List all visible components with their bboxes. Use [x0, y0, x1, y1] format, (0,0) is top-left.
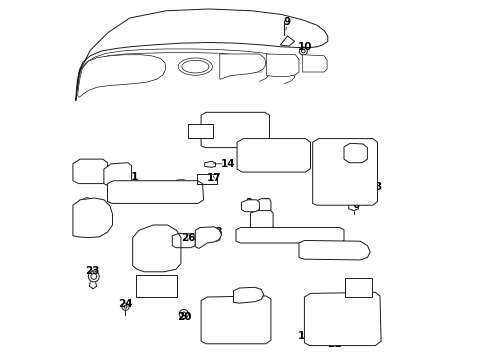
Text: 7: 7	[361, 193, 368, 203]
Text: 22: 22	[357, 285, 372, 295]
Text: 28: 28	[208, 227, 223, 237]
Text: 18: 18	[148, 285, 163, 295]
Text: 31: 31	[124, 172, 139, 182]
Polygon shape	[242, 200, 259, 212]
Text: 33: 33	[87, 219, 102, 229]
Bar	[320, 193, 329, 200]
Polygon shape	[304, 292, 381, 346]
Text: 12: 12	[231, 131, 245, 141]
Text: 4: 4	[261, 215, 269, 225]
Bar	[345, 278, 372, 297]
Polygon shape	[133, 225, 181, 272]
Text: 20: 20	[177, 312, 192, 322]
Polygon shape	[344, 143, 368, 163]
Text: 19: 19	[298, 330, 313, 341]
Text: 27: 27	[219, 320, 234, 330]
Polygon shape	[201, 112, 270, 148]
Text: 32: 32	[164, 190, 178, 200]
Bar	[292, 161, 303, 168]
Text: 13: 13	[261, 225, 276, 235]
Polygon shape	[73, 159, 107, 184]
Text: 26: 26	[181, 233, 196, 243]
Polygon shape	[233, 287, 264, 303]
Text: 15: 15	[327, 230, 342, 240]
Polygon shape	[107, 181, 204, 203]
Text: 16: 16	[207, 125, 222, 135]
Polygon shape	[236, 228, 344, 243]
Text: 24: 24	[118, 299, 133, 309]
Polygon shape	[107, 171, 118, 177]
Text: 5: 5	[262, 198, 270, 208]
Polygon shape	[201, 296, 271, 344]
Polygon shape	[76, 9, 328, 101]
Polygon shape	[267, 54, 299, 77]
Polygon shape	[196, 227, 221, 248]
Text: 1: 1	[264, 158, 271, 168]
Polygon shape	[104, 163, 132, 185]
Text: 6: 6	[352, 200, 360, 210]
Text: 21: 21	[327, 339, 342, 349]
Text: 23: 23	[85, 266, 99, 276]
Polygon shape	[255, 199, 271, 214]
Polygon shape	[77, 55, 166, 97]
Polygon shape	[237, 139, 311, 172]
Polygon shape	[220, 54, 266, 79]
Text: 10: 10	[298, 42, 313, 52]
Bar	[188, 124, 213, 138]
Text: 3: 3	[374, 182, 382, 192]
Polygon shape	[303, 55, 327, 72]
Text: 2: 2	[245, 198, 252, 208]
Text: 29: 29	[245, 292, 259, 302]
Text: 8: 8	[357, 150, 364, 160]
Text: 17: 17	[207, 173, 221, 183]
Polygon shape	[250, 211, 273, 230]
Text: 25: 25	[152, 250, 167, 260]
Text: 11: 11	[349, 179, 364, 189]
Text: 30: 30	[76, 164, 91, 174]
Polygon shape	[299, 240, 370, 260]
Polygon shape	[313, 139, 377, 205]
Text: 14: 14	[220, 159, 235, 169]
Polygon shape	[73, 198, 113, 238]
Text: 9: 9	[284, 17, 291, 27]
Bar	[197, 174, 217, 184]
Bar	[136, 275, 176, 297]
